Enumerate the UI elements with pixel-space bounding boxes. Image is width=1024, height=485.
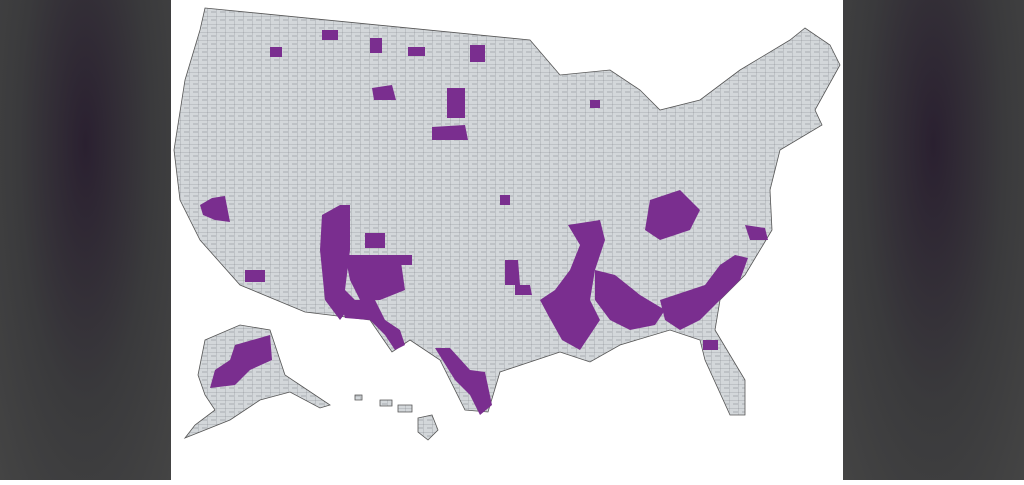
map-panel [171, 0, 843, 480]
alaska [183, 324, 331, 439]
backdrop-left [0, 0, 171, 480]
us-county-map [173, 7, 841, 441]
hawaii [354, 394, 439, 441]
backdrop-right [843, 0, 1024, 480]
lower-48 [173, 7, 841, 416]
highlighted-counties [200, 30, 768, 415]
